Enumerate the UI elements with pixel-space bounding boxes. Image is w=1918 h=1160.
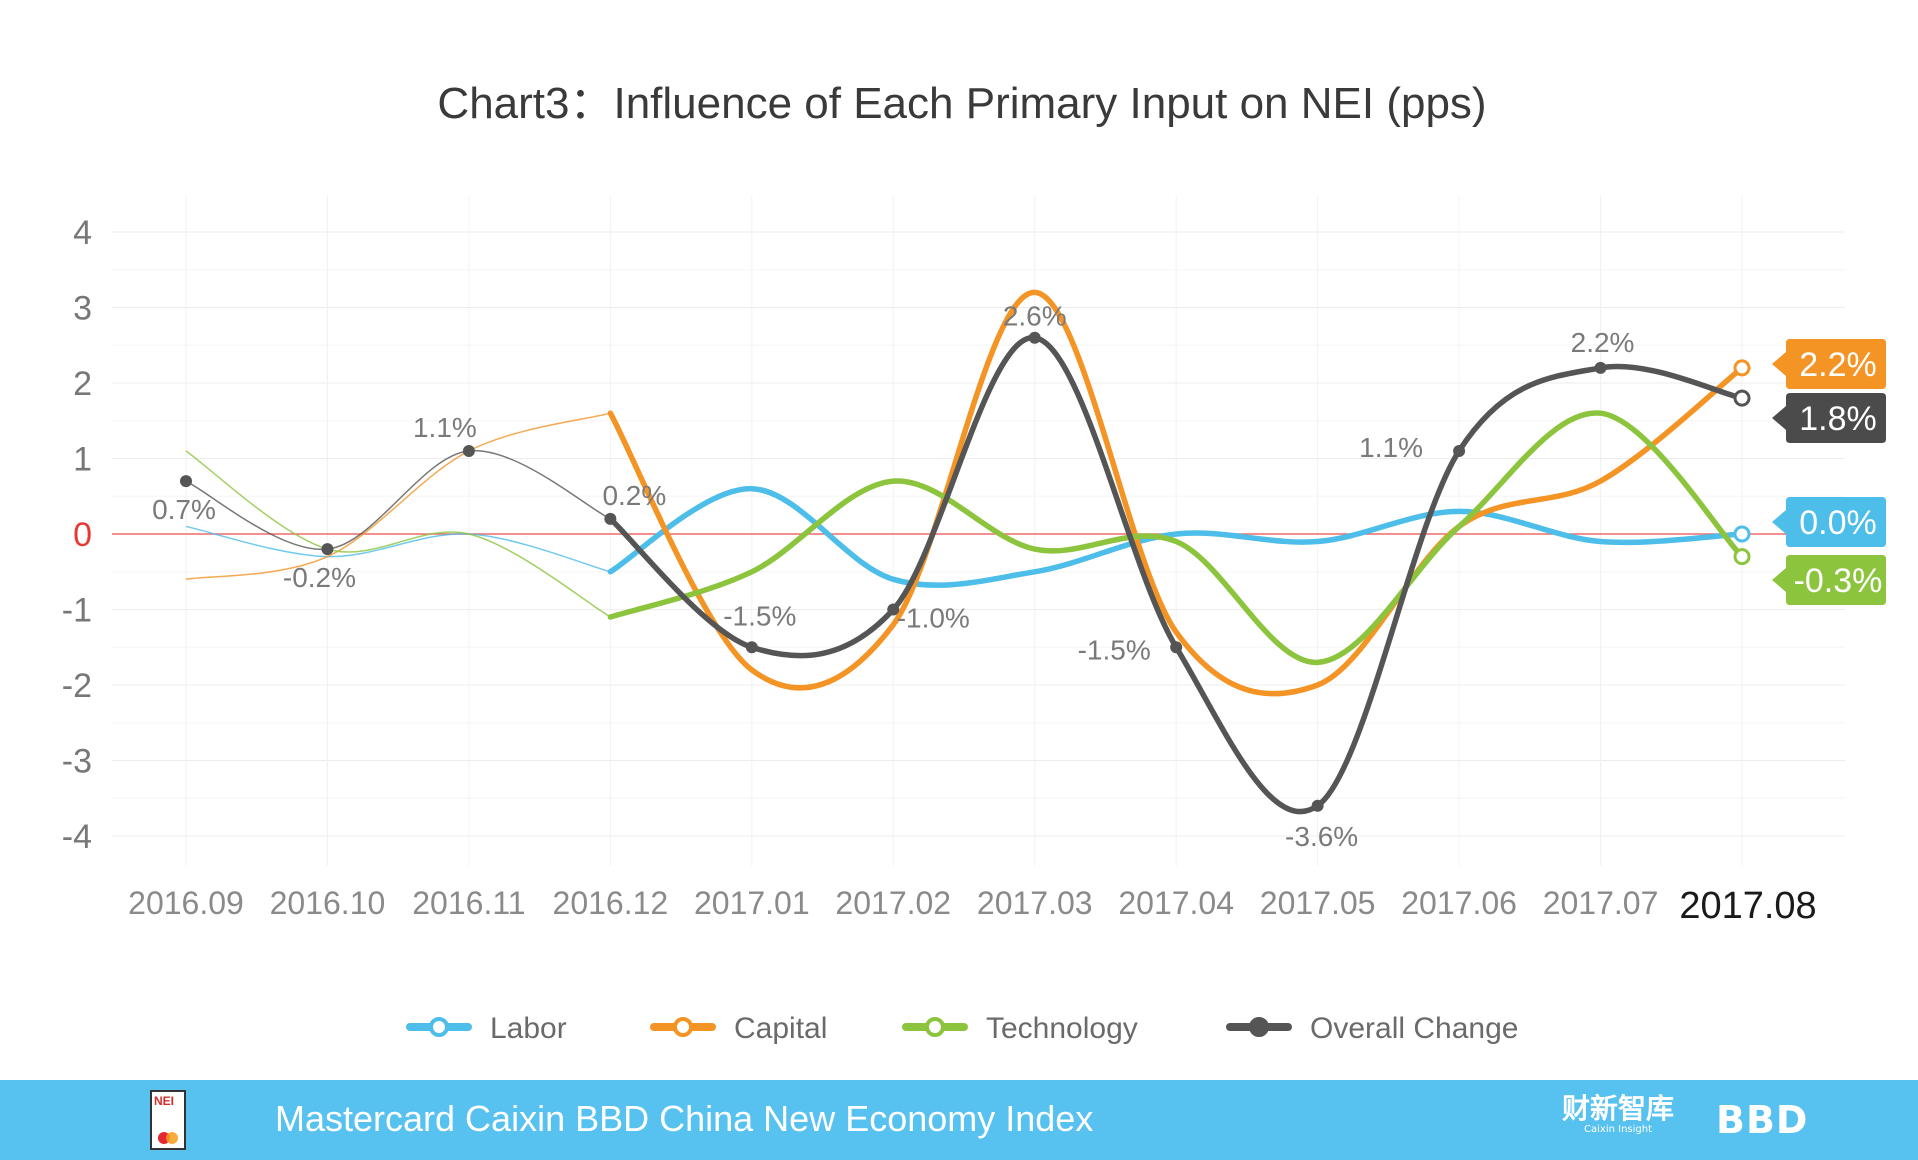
series-line <box>607 410 1745 666</box>
data-label: -3.6% <box>1285 821 1358 852</box>
x-tick-label: 2017.06 <box>1401 885 1517 921</box>
caixin-en-text: Caixin Insight <box>1584 1124 1652 1135</box>
series-point <box>1311 799 1324 812</box>
x-tick-label: 2017.08 <box>1679 885 1816 927</box>
series-point <box>604 512 617 525</box>
x-tick-label: 2016.12 <box>553 885 669 921</box>
caixin-cn-text: 财新智库 <box>1562 1092 1675 1125</box>
footer-banner: NEI Mastercard Caixin BBD China New Econ… <box>0 1080 1918 1160</box>
legend-swatch-marker <box>673 1017 693 1037</box>
data-label: -0.2% <box>283 562 356 593</box>
line-chart: Chart3：Influence of Each Primary Input o… <box>62 79 1886 1045</box>
series-line-thin <box>185 525 611 573</box>
legend: Labor Capital Technology Overall Change <box>406 1012 1518 1045</box>
x-tick-label: 2017.04 <box>1118 885 1234 921</box>
x-tick-label: 2017.02 <box>835 885 951 921</box>
series-point <box>180 475 192 488</box>
legend-swatch-marker <box>1249 1017 1269 1037</box>
data-label: 1.1% <box>1359 432 1423 463</box>
mastercard-circle-orange <box>166 1132 178 1144</box>
x-tick-label: 2016.09 <box>128 885 244 921</box>
x-tick-label: 2017.03 <box>977 885 1093 921</box>
end-tag-label: 1.8% <box>1799 400 1877 438</box>
end-tag-label: 0.0% <box>1799 504 1877 542</box>
series-point <box>321 543 334 556</box>
y-tick-label: -4 <box>62 818 92 856</box>
series-line <box>607 334 1745 815</box>
legend-swatch-marker <box>925 1017 945 1037</box>
footer-title: Mastercard Caixin BBD China New Economy … <box>275 1098 1094 1139</box>
series-end-marker <box>1733 548 1751 566</box>
end-tag-label: -0.3% <box>1794 562 1883 600</box>
series-end-marker <box>1733 525 1751 543</box>
series-point <box>745 641 758 654</box>
series-end-marker <box>1733 359 1751 377</box>
x-tick-label: 2017.05 <box>1260 885 1376 921</box>
series-point <box>1594 361 1607 374</box>
series-point <box>1453 444 1466 457</box>
grid <box>112 196 1845 866</box>
y-tick-label: -2 <box>62 667 92 705</box>
end-value-tags: 2.2% 1.8% 0.0% -0.3% <box>1772 339 1886 605</box>
series-line-thin <box>185 450 611 618</box>
series-line-thin <box>185 450 611 550</box>
bbd-logo: BBD <box>1716 1098 1809 1142</box>
chart-title: Chart3：Influence of Each Primary Input o… <box>437 79 1486 128</box>
data-label: -1.0% <box>897 603 970 634</box>
y-tick-label: 2 <box>73 365 92 403</box>
data-label: -1.5% <box>723 600 796 631</box>
x-tick-label: 2016.11 <box>412 885 525 921</box>
end-tag-shape <box>1772 393 1886 443</box>
series-line <box>607 485 1745 588</box>
y-tick-label: 3 <box>73 290 92 328</box>
data-labels: 0.7% -0.2% 1.1% 0.2% -1.5% -1.0% 2.6% -1.5% -3.6… <box>152 301 1634 852</box>
y-tick-label: -3 <box>62 743 92 781</box>
data-label: 0.7% <box>152 494 216 525</box>
series-line-thin <box>185 412 611 581</box>
y-tick-label: 1 <box>73 441 92 479</box>
data-label: 0.2% <box>602 480 666 511</box>
data-label: 1.1% <box>413 412 477 443</box>
end-tag-shape <box>1772 555 1886 605</box>
y-tick-label: 0 <box>73 516 92 554</box>
legend-label: Overall Change <box>1310 1012 1518 1045</box>
legend-label: Technology <box>986 1012 1138 1045</box>
series-point <box>1028 331 1041 344</box>
series-point <box>462 444 475 457</box>
data-label: 2.6% <box>1003 301 1067 332</box>
series-point <box>1170 641 1183 654</box>
end-tag-label: 2.2% <box>1799 346 1877 384</box>
legend-label: Labor <box>490 1012 567 1045</box>
caixin-insight-logo: 财新智库 Caixin Insight <box>1562 1094 1674 1136</box>
series-end-marker <box>1733 389 1751 407</box>
legend-swatch-marker <box>429 1017 449 1037</box>
x-tick-label: 2016.10 <box>270 885 386 921</box>
nei-logo-text: NEI <box>154 1094 175 1108</box>
x-tick-label: 2017.07 <box>1543 885 1659 921</box>
series-lines <box>180 289 1751 815</box>
end-tag-shape <box>1772 497 1886 547</box>
x-tick-label: 2017.01 <box>694 885 810 921</box>
y-tick-label: 4 <box>73 214 92 252</box>
series-line <box>607 289 1745 697</box>
data-label: -1.5% <box>1078 634 1151 665</box>
nei-logo: NEI <box>150 1090 186 1150</box>
y-tick-label: -1 <box>62 592 92 630</box>
axes: 4 3 2 1 0 -1 -2 -3 -4 2016.09 2016.10 2016.11 2016.1… <box>62 214 1845 927</box>
end-tag-shape <box>1772 339 1886 389</box>
legend-label: Capital <box>734 1012 827 1045</box>
data-label: 2.2% <box>1571 327 1635 358</box>
series-point <box>887 603 900 616</box>
